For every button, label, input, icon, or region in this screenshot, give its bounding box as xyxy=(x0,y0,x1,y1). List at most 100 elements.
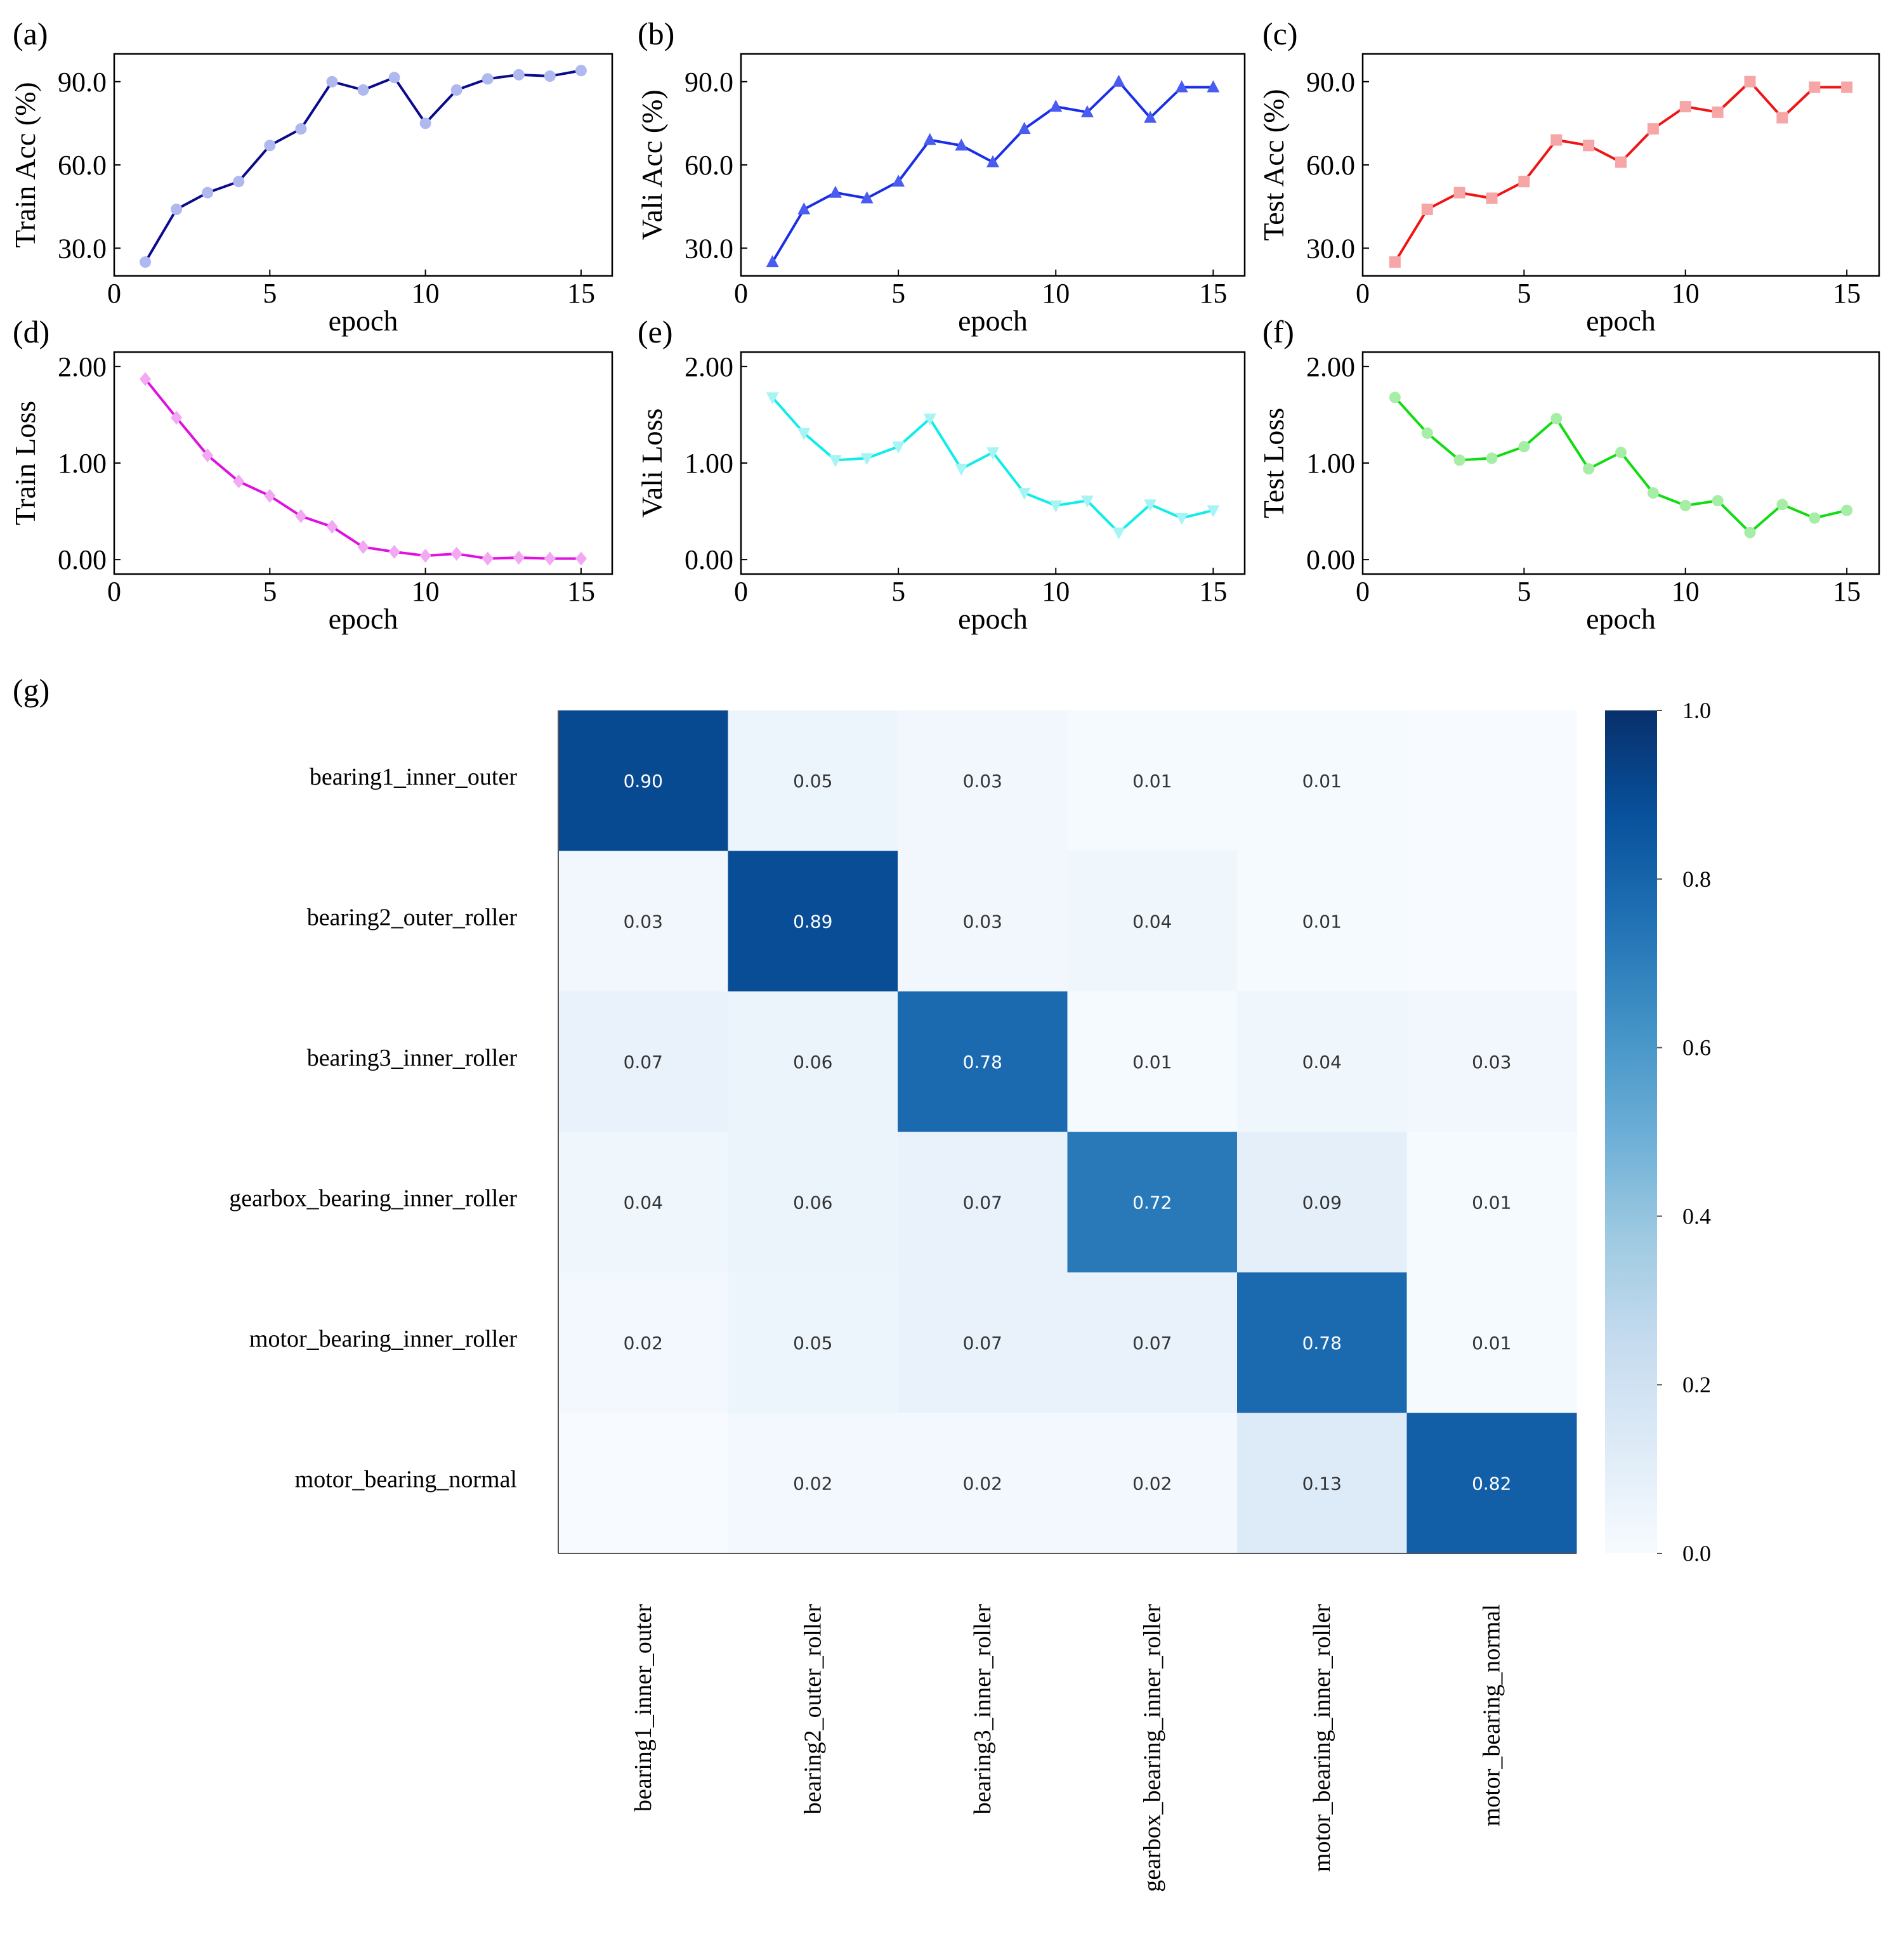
panel-label: (g) xyxy=(13,672,49,708)
line-chart-1: (b) 0 5 10 15 30.0 60.0 90.0 epoch Vali Acc (%) xyxy=(636,16,1246,337)
cell-value-label: 0.01 xyxy=(1472,1333,1511,1354)
heatmap-cell xyxy=(1237,1413,1407,1554)
data-point xyxy=(1175,80,1188,93)
y-tick-label: 0.00 xyxy=(685,544,733,575)
data-point xyxy=(264,488,276,503)
data-point xyxy=(1615,447,1627,459)
heatmap-cell xyxy=(1067,1272,1238,1413)
cell-value-label: 0.09 xyxy=(1302,1192,1342,1213)
data-point xyxy=(419,117,431,129)
heatmap-cell xyxy=(1406,1272,1577,1413)
x-tick-label: 0 xyxy=(1356,278,1370,309)
x-tick-label: 15 xyxy=(1833,278,1861,309)
column-label: gearbox_bearing_inner_roller xyxy=(1139,1604,1165,1892)
y-tick-label: 0.00 xyxy=(58,544,107,575)
x-tick-label: 10 xyxy=(1042,576,1070,607)
y-tick-label: 60.0 xyxy=(58,150,107,181)
y-axis-title: Test Loss xyxy=(1257,408,1290,518)
heatmap-cell xyxy=(728,1272,898,1413)
heatmap-cell xyxy=(898,1132,1068,1273)
data-point xyxy=(233,474,245,488)
data-point xyxy=(1421,427,1433,439)
cell-value-label: 0.78 xyxy=(963,1052,1002,1073)
data-point xyxy=(295,123,307,135)
y-tick-label: 90.0 xyxy=(685,67,733,98)
data-point xyxy=(233,176,245,188)
colorbar-tick-label: 1.0 xyxy=(1682,698,1711,723)
heatmap-cell xyxy=(728,1132,898,1273)
heatmap-cell xyxy=(1406,1132,1577,1273)
y-tick-label: 1.00 xyxy=(685,448,733,479)
colorbar xyxy=(1605,710,1657,1553)
cell-value-label: 0.01 xyxy=(1132,771,1172,792)
cell-value-label: 0.06 xyxy=(793,1052,832,1073)
data-point xyxy=(357,540,369,554)
heatmap-cell xyxy=(1237,710,1407,851)
panel-label: (e) xyxy=(638,314,673,350)
data-point xyxy=(202,448,214,462)
data-point xyxy=(357,84,369,96)
y-axis-title: Train Acc (%) xyxy=(9,82,41,247)
heatmap-cell xyxy=(898,1272,1068,1413)
data-point xyxy=(1647,487,1659,499)
data-point xyxy=(892,441,905,454)
heatmap-cell xyxy=(558,851,728,992)
data-point xyxy=(419,549,431,563)
x-tick-label: 15 xyxy=(1199,576,1227,607)
y-tick-label: 90.0 xyxy=(58,67,107,98)
x-tick-label: 10 xyxy=(1042,278,1070,309)
x-tick-label: 0 xyxy=(734,576,748,607)
cell-value-label: 0.05 xyxy=(793,1333,832,1354)
x-axis-title: epoch xyxy=(329,304,398,337)
heatmap-cell xyxy=(898,1413,1068,1554)
y-tick-label: 30.0 xyxy=(58,233,107,264)
heatmap-cell xyxy=(558,1413,728,1554)
data-point xyxy=(923,133,936,145)
data-point xyxy=(860,191,874,204)
heatmap-cell xyxy=(558,991,728,1132)
panel-label: (f) xyxy=(1262,314,1294,350)
cell-value-label: 0.03 xyxy=(963,771,1002,792)
data-point xyxy=(1841,504,1853,516)
heatmap-cell xyxy=(1406,1413,1577,1554)
colorbar-tick-label: 0.4 xyxy=(1682,1203,1711,1229)
data-point xyxy=(388,545,400,559)
data-point xyxy=(1486,452,1498,464)
cell-value-label: 0.01 xyxy=(1302,911,1342,932)
x-tick-label: 15 xyxy=(567,576,595,607)
cell-value-label: 0.01 xyxy=(1302,771,1342,792)
data-point xyxy=(766,255,779,268)
y-tick-label: 1.00 xyxy=(58,448,107,479)
data-point xyxy=(1550,134,1563,146)
x-axis-title: epoch xyxy=(958,304,1028,337)
y-tick-label: 90.0 xyxy=(1306,67,1355,98)
cell-value-label: 0.01 xyxy=(1472,1192,1511,1213)
heatmap-cell xyxy=(1406,710,1577,851)
data-point xyxy=(482,551,494,566)
cell-value-label: 0.02 xyxy=(624,1333,663,1354)
column-label: motor_bearing_inner_roller xyxy=(1309,1604,1335,1872)
data-point xyxy=(986,447,999,460)
data-point xyxy=(575,551,587,566)
data-point xyxy=(482,73,494,85)
x-tick-label: 10 xyxy=(412,278,440,309)
data-point xyxy=(1389,391,1401,403)
column-label: motor_bearing_normal xyxy=(1478,1604,1505,1826)
series-line xyxy=(144,378,581,560)
data-point xyxy=(1018,488,1031,500)
data-point xyxy=(860,453,874,466)
column-label: bearing2_outer_roller xyxy=(799,1604,826,1815)
data-point xyxy=(1712,106,1724,118)
cell-value-label: 0.02 xyxy=(963,1473,1002,1494)
x-tick-label: 15 xyxy=(1833,576,1861,607)
data-point xyxy=(1679,101,1691,113)
data-point xyxy=(450,547,462,561)
cell-value-label: 0.04 xyxy=(624,1192,663,1213)
cell-value-label: 0.03 xyxy=(624,911,663,932)
heatmap-cell xyxy=(728,851,898,992)
data-point xyxy=(1207,505,1220,518)
colorbar-tick-label: 0.2 xyxy=(1682,1372,1711,1397)
data-point xyxy=(450,84,462,96)
data-point xyxy=(171,204,183,215)
